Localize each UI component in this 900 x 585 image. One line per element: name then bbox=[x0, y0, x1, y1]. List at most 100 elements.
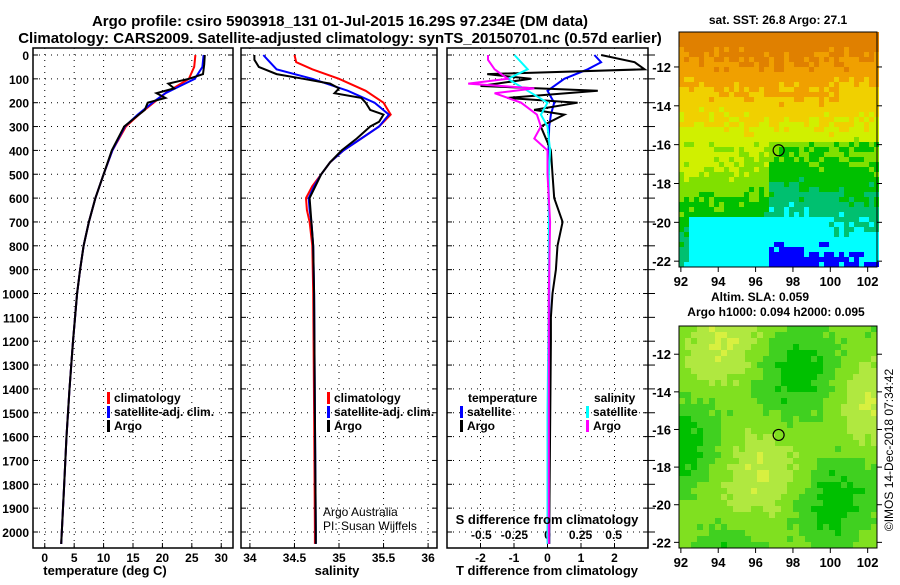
map-cell bbox=[829, 152, 834, 157]
map-cell bbox=[805, 332, 811, 338]
map-cell bbox=[729, 252, 734, 257]
map-cell bbox=[703, 356, 709, 362]
map-cell bbox=[799, 446, 805, 452]
title-line-2: Climatology: CARS2009. Satellite-adjuste… bbox=[18, 30, 662, 47]
map-cell bbox=[819, 127, 824, 132]
map-cell bbox=[793, 356, 799, 362]
map-cell bbox=[699, 142, 704, 147]
map-cell bbox=[779, 37, 784, 42]
map-cell bbox=[764, 162, 769, 167]
map-cell bbox=[709, 494, 715, 500]
map-cell bbox=[794, 112, 799, 117]
map-cell bbox=[709, 524, 715, 530]
map-cell bbox=[805, 512, 811, 518]
map-cell bbox=[694, 252, 699, 257]
map-cell bbox=[749, 97, 754, 102]
map-cell bbox=[847, 482, 853, 488]
map-cell bbox=[809, 252, 814, 257]
map-cell bbox=[763, 350, 769, 356]
map-cell bbox=[804, 102, 809, 107]
map-cell bbox=[729, 127, 734, 132]
map-cell bbox=[724, 72, 729, 77]
map-cell bbox=[704, 217, 709, 222]
map-cell bbox=[749, 192, 754, 197]
lon-tick-label: 100 bbox=[819, 555, 841, 570]
map-cell bbox=[781, 410, 787, 416]
map-cell bbox=[804, 262, 809, 267]
map-cell bbox=[854, 187, 859, 192]
map-cell bbox=[841, 374, 847, 380]
map-cell bbox=[691, 440, 697, 446]
map-cell bbox=[757, 440, 763, 446]
map-cell bbox=[859, 488, 865, 494]
map-cell bbox=[799, 207, 804, 212]
map-cell bbox=[779, 142, 784, 147]
map-cell bbox=[869, 112, 874, 117]
map-cell bbox=[799, 416, 805, 422]
map-cell bbox=[869, 137, 874, 142]
map-cell bbox=[839, 237, 844, 242]
map-cell bbox=[715, 524, 721, 530]
map-cell bbox=[774, 102, 779, 107]
map-cell bbox=[864, 97, 869, 102]
map-cell bbox=[847, 386, 853, 392]
map-cell bbox=[794, 72, 799, 77]
map-cell bbox=[764, 177, 769, 182]
map-cell bbox=[865, 386, 871, 392]
map-cell bbox=[809, 97, 814, 102]
map-cell bbox=[724, 127, 729, 132]
map-cell bbox=[799, 52, 804, 57]
map-cell bbox=[749, 162, 754, 167]
map-cell bbox=[729, 147, 734, 152]
map-cell bbox=[714, 62, 719, 67]
map-cell bbox=[841, 470, 847, 476]
map-cell bbox=[709, 112, 714, 117]
map-cell bbox=[745, 440, 751, 446]
map-cell bbox=[745, 386, 751, 392]
map-cell bbox=[871, 494, 877, 500]
map-cell bbox=[784, 212, 789, 217]
map-cell bbox=[749, 147, 754, 152]
map-cell bbox=[744, 67, 749, 72]
map-cell bbox=[719, 257, 724, 262]
map-cell bbox=[789, 232, 794, 237]
map-cell bbox=[697, 470, 703, 476]
map-cell bbox=[719, 122, 724, 127]
map-cell bbox=[704, 172, 709, 177]
y-tick-label: 1200 bbox=[2, 335, 29, 349]
map-cell bbox=[727, 404, 733, 410]
map-cell bbox=[769, 137, 774, 142]
map-cell bbox=[709, 392, 715, 398]
map-cell bbox=[864, 47, 869, 52]
map-cell bbox=[719, 237, 724, 242]
map-cell bbox=[714, 47, 719, 52]
map-cell bbox=[704, 102, 709, 107]
map-cell bbox=[871, 326, 877, 332]
map-cell bbox=[835, 326, 841, 332]
map-cell bbox=[829, 172, 834, 177]
map-cell bbox=[763, 416, 769, 422]
map-cell bbox=[819, 32, 824, 37]
map-cell bbox=[829, 207, 834, 212]
map-cell bbox=[739, 97, 744, 102]
map-cell bbox=[871, 422, 877, 428]
map-cell bbox=[799, 344, 805, 350]
map-cell bbox=[864, 242, 869, 247]
map-cell bbox=[721, 392, 727, 398]
map-cell bbox=[694, 212, 699, 217]
map-cell bbox=[823, 452, 829, 458]
map-cell bbox=[804, 92, 809, 97]
map-cell bbox=[719, 222, 724, 227]
map-cell bbox=[754, 52, 759, 57]
map-cell bbox=[754, 202, 759, 207]
map-cell bbox=[799, 506, 805, 512]
x-tick-label: 35 bbox=[332, 551, 346, 565]
map-cell bbox=[844, 252, 849, 257]
map-cell bbox=[724, 42, 729, 47]
map-cell bbox=[734, 212, 739, 217]
map-cell bbox=[704, 232, 709, 237]
map-cell bbox=[754, 132, 759, 137]
map-cell bbox=[805, 482, 811, 488]
map-cell bbox=[709, 227, 714, 232]
map-cell bbox=[684, 72, 689, 77]
